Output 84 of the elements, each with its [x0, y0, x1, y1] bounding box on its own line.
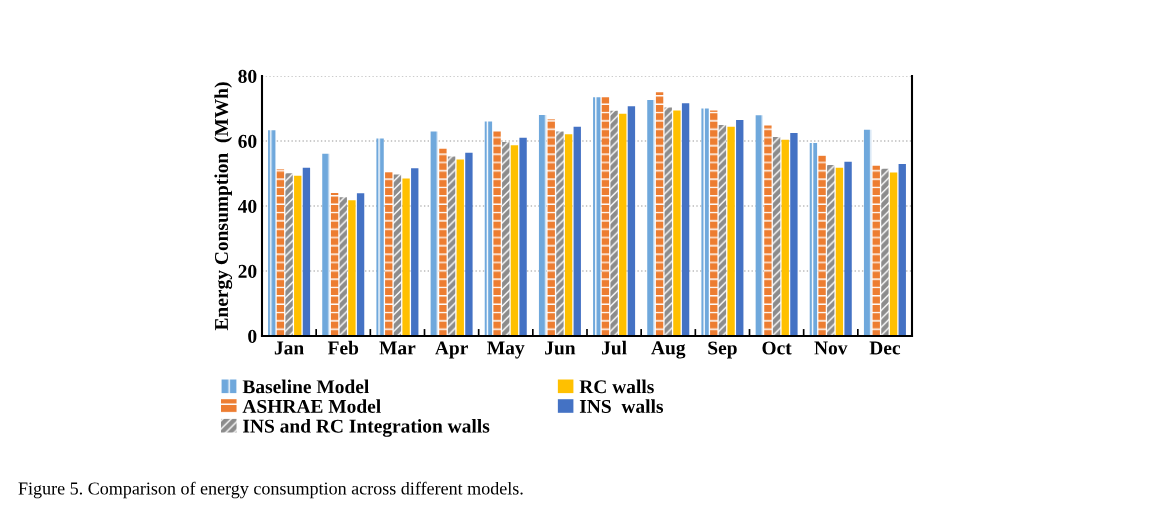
bar	[727, 126, 735, 336]
bar	[294, 175, 302, 336]
bar	[701, 108, 709, 336]
bar	[411, 168, 419, 336]
y-tick-label: 40	[237, 199, 257, 213]
bar	[809, 142, 818, 336]
bar	[322, 153, 330, 336]
x-tick-label: Feb	[327, 340, 359, 355]
x-tick-label: Nov	[814, 341, 848, 355]
bar	[647, 100, 655, 336]
bar	[673, 110, 681, 336]
legend-label: INS and RC Integration walls	[243, 419, 490, 437]
x-tick-label: Mar	[379, 341, 416, 355]
bar	[889, 172, 898, 336]
bar	[619, 113, 627, 336]
bar	[827, 165, 835, 336]
bar	[655, 92, 664, 336]
bar	[447, 156, 456, 336]
caption: Figure 5. Comparison of energy consumption across different models.	[18, 481, 523, 499]
y-tick-label: 0	[248, 329, 257, 343]
bar	[276, 169, 285, 336]
x-tick-label: Oct	[762, 341, 792, 355]
x-tick-label: Dec	[869, 341, 901, 355]
bar	[881, 168, 889, 336]
bar	[430, 131, 438, 336]
legend-label: ASHRAE Model	[242, 399, 381, 413]
bar	[285, 173, 293, 336]
bar	[465, 152, 473, 336]
bar	[664, 107, 672, 336]
bar	[302, 167, 311, 336]
x-tick-label: Jul	[601, 340, 627, 355]
bar	[456, 159, 464, 336]
y-tick-label: 80	[238, 69, 257, 83]
bar	[844, 161, 852, 336]
bar	[710, 110, 718, 336]
x-tick-label: Sep	[708, 341, 737, 359]
bar	[610, 110, 618, 336]
legend-label: RC walls	[579, 379, 654, 394]
bar	[564, 134, 573, 336]
bar	[348, 200, 356, 336]
bar	[627, 106, 636, 336]
bar	[818, 155, 826, 336]
bar	[510, 145, 519, 336]
bar	[718, 125, 727, 336]
bar	[385, 172, 393, 336]
bar	[764, 125, 772, 336]
bar	[772, 137, 781, 336]
bar	[863, 129, 872, 336]
bar	[484, 121, 493, 336]
bar	[573, 126, 581, 336]
bar	[755, 115, 763, 336]
bar	[502, 141, 510, 336]
bar	[790, 132, 798, 336]
bar	[835, 167, 844, 336]
bar	[393, 174, 402, 336]
bar	[402, 178, 410, 336]
bar	[538, 115, 547, 336]
bar	[681, 103, 690, 336]
legend-label: Baseline Model	[242, 379, 369, 394]
legend-label: INS walls	[579, 399, 664, 413]
bar	[556, 131, 564, 336]
bar	[547, 119, 555, 336]
bar	[872, 165, 880, 336]
bar	[493, 131, 501, 336]
bar	[268, 130, 276, 336]
bar	[781, 139, 789, 336]
x-tick-label: May	[487, 341, 525, 359]
x-tick-label: Apr	[435, 341, 468, 359]
bar	[439, 148, 447, 336]
bar	[593, 97, 601, 336]
x-tick-label: Jun	[545, 341, 576, 355]
bar	[339, 197, 347, 336]
x-tick-label: Aug	[651, 341, 686, 359]
y-axis-title: Energy Consumption (MWh)	[214, 82, 233, 331]
bar	[736, 119, 744, 336]
bar	[356, 193, 365, 336]
bar	[519, 137, 527, 336]
y-tick-label: 60	[238, 134, 257, 148]
bar	[330, 193, 339, 336]
bar	[601, 97, 610, 336]
x-tick-label: Jan	[274, 341, 304, 355]
bar	[376, 138, 384, 336]
y-tick-label: 20	[238, 264, 257, 278]
bar	[898, 164, 906, 336]
